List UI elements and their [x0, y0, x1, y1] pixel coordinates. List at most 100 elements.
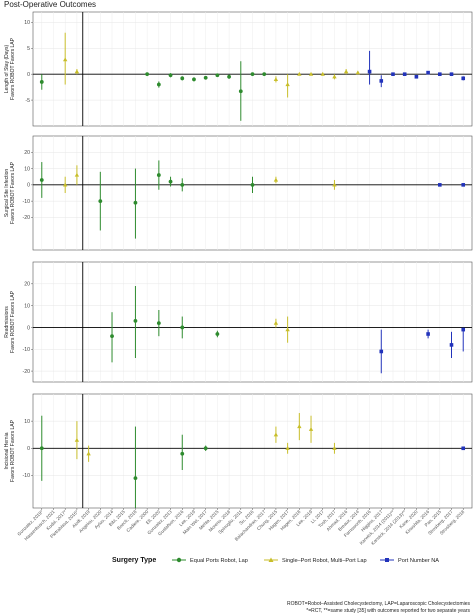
data-point: [133, 168, 138, 239]
point-triangle: [297, 71, 302, 76]
y-tick-label: -10: [23, 347, 31, 353]
data-point: [285, 316, 290, 343]
data-point: [262, 72, 267, 77]
y-tick-label: 20: [24, 282, 30, 288]
point-triangle: [285, 327, 290, 332]
point-circle: [156, 82, 161, 87]
data-point: [74, 165, 80, 185]
y-tick-label: 0: [27, 183, 30, 189]
data-point: [426, 70, 430, 75]
point-circle: [238, 89, 243, 94]
legend-title: Surgery Type: [112, 557, 156, 564]
point-triangle: [273, 432, 279, 437]
point-circle: [180, 451, 185, 456]
point-circle: [110, 334, 114, 339]
data-point: [273, 176, 279, 184]
data-point: [156, 81, 161, 88]
data-point: [180, 76, 185, 81]
y-axis-label: Surgical Site Infection: [4, 169, 10, 218]
data-point: [273, 318, 279, 328]
point-triangle: [62, 57, 68, 62]
y-axis-label: Favors ROBOT Favors LAP: [10, 290, 16, 353]
point-square: [391, 72, 395, 76]
point-square: [426, 70, 430, 75]
point-circle: [180, 76, 185, 81]
point-circle: [250, 72, 255, 77]
data-point: [203, 75, 208, 80]
y-tick-label: 0: [27, 325, 30, 331]
point-square: [367, 69, 372, 74]
data-point: [168, 176, 173, 187]
data-point: [438, 72, 442, 76]
data-point: [133, 426, 138, 508]
data-point: [297, 413, 302, 441]
data-point: [391, 72, 395, 76]
chart-title: Post-Operative Outcomes: [4, 0, 97, 9]
data-point: [426, 329, 430, 339]
data-point: [180, 178, 185, 192]
point-triangle: [62, 182, 68, 187]
point-circle: [156, 321, 161, 325]
data-point: [343, 69, 349, 75]
data-point: [98, 171, 103, 231]
point-triangle: [273, 320, 279, 325]
point-triangle: [74, 172, 80, 177]
point-square: [461, 183, 466, 187]
legend-item-yellow: Single–Port Robot, Multi–Port Lap: [264, 557, 367, 564]
y-tick-label: 0: [27, 446, 30, 452]
point-square: [426, 332, 430, 336]
data-point: [308, 71, 314, 76]
y-tick-label: -20: [23, 369, 31, 375]
point-circle: [180, 182, 185, 187]
point-circle: [215, 332, 220, 336]
data-point: [402, 72, 407, 76]
point-circle: [180, 325, 185, 330]
point-circle: [39, 178, 44, 182]
point-triangle: [355, 70, 361, 75]
data-point: [355, 70, 361, 75]
point-triangle: [343, 69, 349, 74]
data-point: [461, 183, 466, 187]
data-point: [308, 415, 314, 443]
y-tick-label: 20: [24, 150, 30, 156]
data-point: [74, 421, 80, 460]
data-point: [379, 329, 384, 374]
data-point: [438, 183, 442, 187]
legend-label-green: Equal Ports Robot, Lap: [190, 558, 248, 564]
panel-1: -20 -10 0 10 20 Surgical Site Infection Favors…: [4, 135, 473, 251]
point-circle: [168, 179, 173, 184]
point-triangle: [297, 424, 302, 429]
point-circle: [98, 199, 103, 204]
y-tick-label: 10: [24, 166, 30, 172]
data-point: [273, 426, 279, 443]
point-square: [449, 343, 454, 347]
data-point: [192, 77, 196, 82]
point-circle: [133, 476, 138, 481]
y-axis-label: Incisional Hernia: [4, 432, 10, 469]
panel-2: -20 -10 0 10 20 Readmissions Favors ROBOT Favo…: [4, 261, 473, 383]
y-tick-label: 10: [24, 20, 30, 26]
point-triangle: [86, 451, 91, 456]
data-point: [215, 330, 220, 338]
point-circle: [227, 74, 231, 79]
data-point: [168, 73, 173, 78]
data-point: [367, 50, 372, 85]
y-axis-label: Length of Stay (Days): [4, 44, 10, 93]
panel-3: -10 0 10 Incisional Hernia Favors ROBOT Favo…: [4, 393, 473, 509]
point-square: [379, 349, 384, 354]
data-point: [414, 74, 419, 79]
point-triangle: [332, 182, 337, 187]
point-square: [402, 72, 407, 76]
point-square: [461, 327, 466, 332]
y-tick-label: 10: [24, 303, 30, 309]
data-point: [62, 176, 68, 193]
legend: Surgery Type Equal Ports Robot, Lap Sing…: [112, 557, 439, 564]
data-point: [273, 76, 279, 83]
data-point: [285, 442, 290, 454]
data-point: [86, 445, 91, 462]
panel-0: -5 0 5 10 Length of Stay (Days) Favors ROBOT …: [4, 11, 473, 127]
point-circle: [168, 73, 173, 78]
